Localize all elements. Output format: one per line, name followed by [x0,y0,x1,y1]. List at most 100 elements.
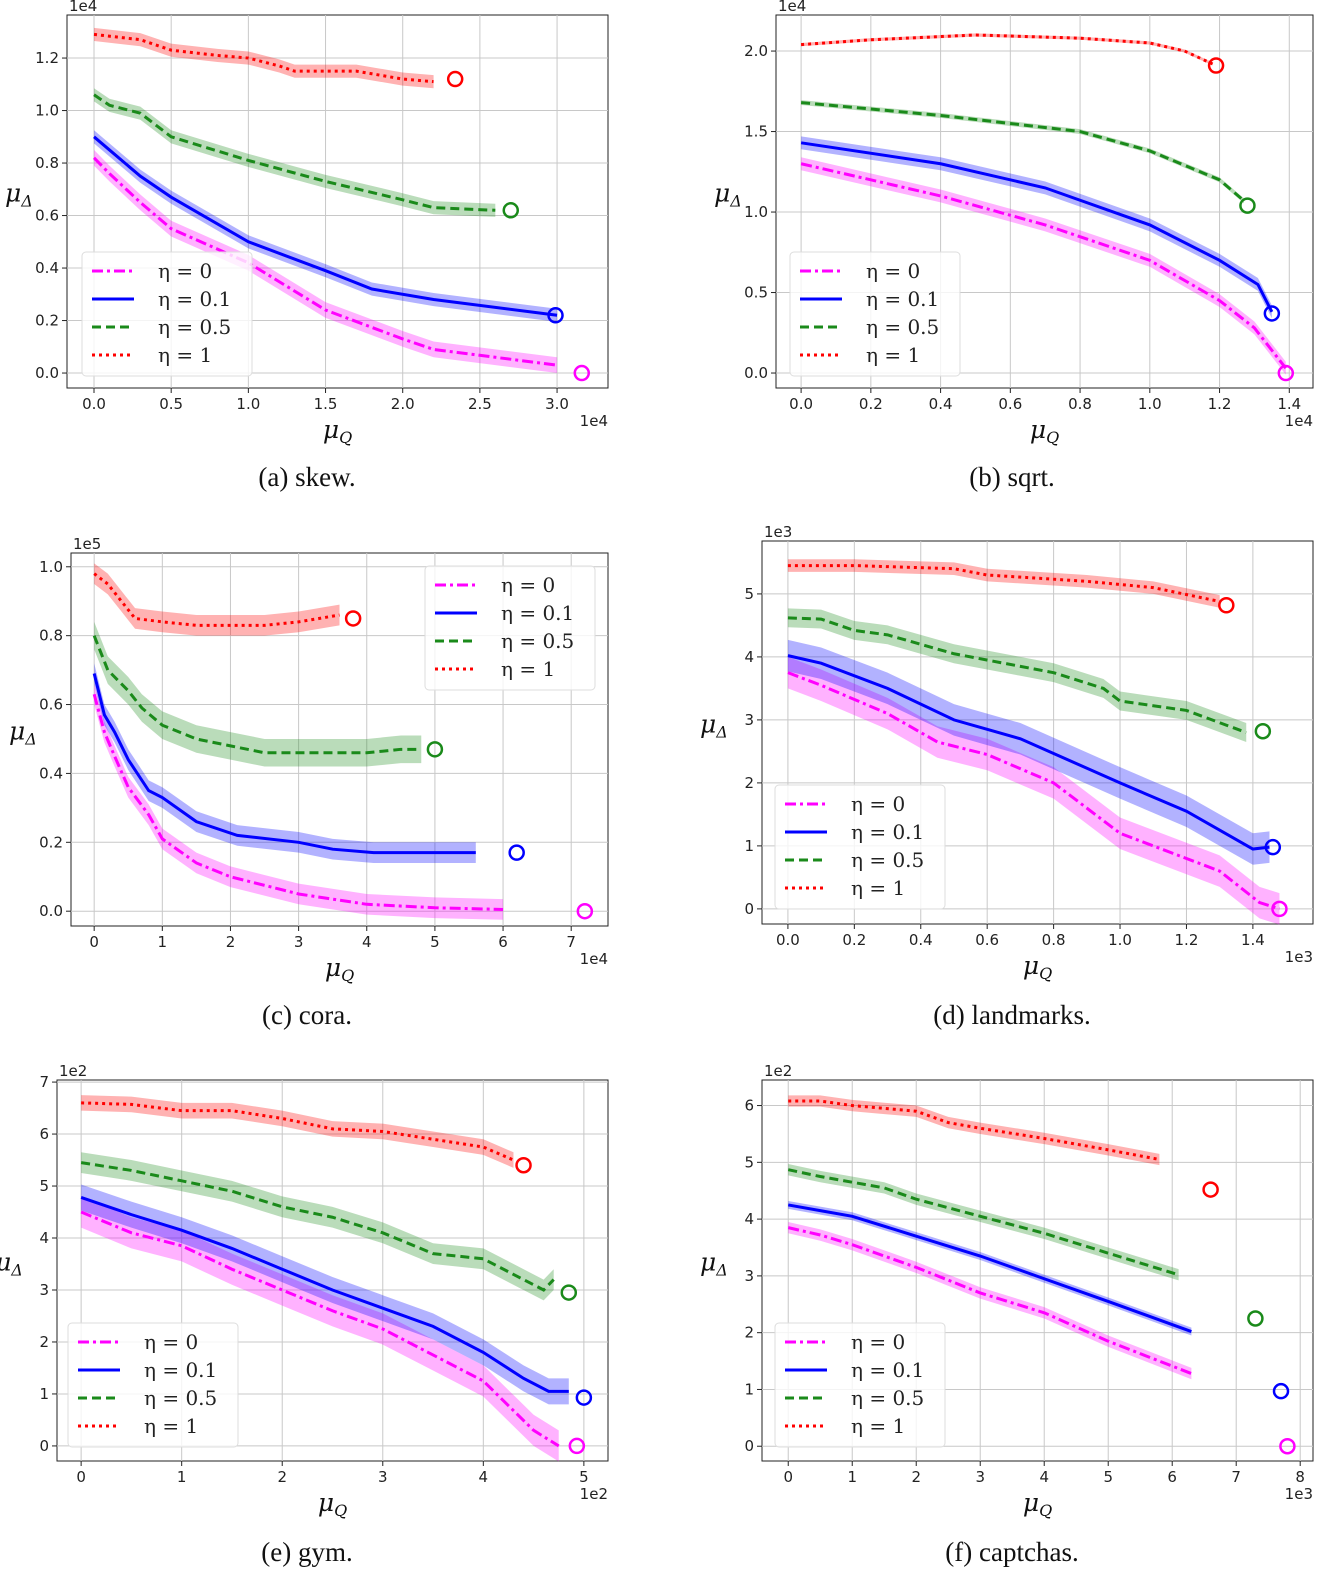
series-line [93,572,340,627]
x-tick-label: 0.5 [159,395,183,413]
x-axis-label: μQ [1023,1488,1052,1520]
endpoint-marker [426,741,444,758]
endpoint-marker [502,202,520,219]
series-line [93,135,558,317]
confidence-band [787,656,1280,925]
confidence-band [787,608,1247,742]
y-exponent: 1e5 [73,535,101,553]
y-tick-label: 1.0 [744,203,768,221]
x-tick-label: 0 [783,1468,793,1486]
y-tick-label: 0 [39,1437,49,1455]
endpoint-marker [1218,597,1235,614]
series-line [787,564,1220,603]
endpoint-marker [508,844,525,861]
legend: η = 0 η = 0.1 η = 0.5 η = 1 [424,565,596,691]
y-exponent: 1e3 [764,523,792,541]
y-tick-label: 0.8 [35,154,59,172]
endpoint-marker [1277,364,1295,382]
legend-label: η = 0 [144,1330,198,1354]
x-exponent: 1e3 [1285,1485,1313,1503]
x-tick-label: 1 [847,1468,857,1486]
legend-label: η = 0.1 [866,287,939,311]
series-line [80,1196,569,1393]
x-tick-label: 6 [1167,1468,1177,1486]
x-tick-label: 1 [177,1468,187,1486]
x-tick-label: 0.4 [909,931,933,949]
y-exponent: 1e2 [764,1062,792,1080]
subfigure-caption: (f) captchas. [945,1537,1078,1567]
endpoint-marker [1271,900,1288,918]
endpoint-marker [575,1389,593,1406]
y-tick-label: 0 [744,1437,754,1455]
x-tick-label: 1.4 [1277,395,1301,413]
x-axis-label: μQ [1030,415,1059,447]
x-tick-label: 1.4 [1241,931,1265,949]
endpoint-marker [515,1156,532,1174]
x-tick-label: 3 [378,1468,388,1486]
series-line [800,162,1287,370]
x-tick-label: 1.0 [236,395,260,413]
legend-label: η = 0.5 [144,1386,217,1410]
legend-label: η = 1 [144,1414,198,1438]
subfigure-caption: (d) landmarks. [933,1000,1090,1030]
x-tick-label: 5 [579,1468,589,1486]
confidence-band [788,1095,1160,1166]
endpoint-marker [1239,197,1256,214]
y-tick-label: 2 [744,1324,754,1342]
y-tick-label: 4 [744,1210,754,1228]
legend-label: η = 0.5 [851,1386,924,1410]
y-tick-label: 7 [39,1073,49,1091]
legend-box [774,1322,946,1448]
y-tick-label: 0.6 [39,696,63,714]
x-tick-label: 5 [1103,1468,1113,1486]
y-tick-label: 5 [744,1153,754,1171]
y-tick-label: 0.0 [39,902,63,920]
y-tick-label: 0.2 [35,312,59,330]
series-line [787,671,1280,911]
endpoint-marker [1263,305,1281,322]
y-tick-label: 4 [39,1229,49,1247]
x-tick-label: 0.2 [842,931,866,949]
confidence-band [787,639,1270,865]
y-tick-label: 0.4 [35,259,59,277]
endpoint-marker [573,364,591,382]
y-exponent: 1e4 [69,0,97,15]
legend-box [789,251,961,377]
legend-label: η = 1 [501,657,555,681]
x-tick-label: 1 [158,933,168,951]
y-tick-label: 6 [39,1125,49,1143]
x-axis-label: μQ [318,1488,347,1520]
x-tick-label: 0.0 [82,395,106,413]
series-line [92,693,504,911]
series-line [788,1099,1160,1161]
series-line [81,1101,515,1162]
x-tick-label: 0.0 [776,931,800,949]
y-tick-label: 0.6 [35,207,59,225]
y-axis-label: μΔ [5,179,33,211]
y-tick-label: 2.0 [744,42,768,60]
subfigure-caption: (a) skew. [258,462,355,492]
x-tick-label: 0.0 [789,395,813,413]
x-tick-label: 3 [975,1468,985,1486]
confidence-band [81,1095,514,1168]
series-line [93,32,434,84]
x-tick-label: 0 [76,1468,86,1486]
confidence-band [94,27,434,89]
chart-3: 0.0 0.2 0.4 0.6 0.8 1.0 1.2 1.4 0 1 2 3 4 5 1e3 1e3 μQ μΔ… [700,523,1314,1030]
y-axis-label: μΔ [9,717,37,749]
x-tick-label: 1.5 [314,395,338,413]
x-tick-label: 0.6 [998,395,1022,413]
x-tick-label: 1.2 [1208,395,1232,413]
y-exponent: 1e2 [59,1062,87,1080]
confidence-band [788,1164,1179,1281]
x-tick-label: 2.0 [391,395,415,413]
x-exponent: 1e3 [1285,948,1313,966]
x-tick-label: 2 [277,1468,287,1486]
y-tick-label: 1.0 [39,558,63,576]
x-axis-label: μQ [323,415,352,447]
x-tick-label: 2 [226,933,236,951]
subfigure-caption: (e) gym. [261,1537,352,1567]
confidence-band [94,563,340,636]
series-line [800,101,1245,202]
